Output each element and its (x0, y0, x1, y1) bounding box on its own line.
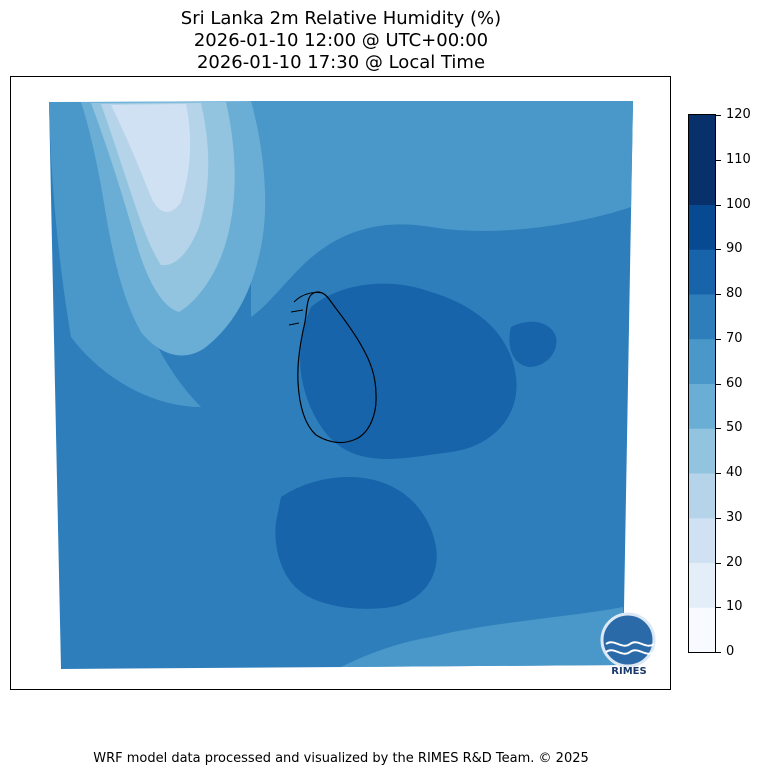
contour-70-80-north (251, 101, 633, 317)
footer-credit: WRF model data processed and visualized … (93, 751, 589, 766)
colorbar-band (689, 338, 715, 384)
colorbar-tick (716, 607, 721, 608)
title-line-3: 2026-01-10 17:30 @ Local Time (196, 52, 486, 73)
colorbar-tick-label: 80 (726, 286, 743, 301)
colorbar-tick (716, 294, 721, 295)
colorbar-band (689, 204, 715, 250)
colorbar-band (689, 473, 715, 519)
contour-90-100-srilanka (300, 283, 517, 459)
colorbar-tick-label: 100 (726, 197, 751, 212)
colorbar-tick (716, 652, 721, 653)
sri-lanka-coastline (297, 291, 377, 444)
colorbar-tick-label: 30 (726, 510, 743, 525)
colorbar-band (689, 115, 715, 161)
colorbar-tick-label: 50 (726, 420, 743, 435)
colorbar-tick-label: 60 (726, 376, 743, 391)
title-line-1: Sri Lanka 2m Relative Humidity (%) (180, 8, 502, 29)
contour-90-100-southwest (275, 477, 437, 609)
colorbar-scale (689, 115, 715, 652)
contour-70-80-southeast (341, 607, 623, 667)
colorbar-tick-label: 10 (726, 599, 743, 614)
colorbar-tick (716, 563, 721, 564)
title-line-2: 2026-01-10 12:00 @ UTC+00:00 (193, 30, 489, 51)
colorbar-band (689, 249, 715, 295)
colorbar-tick-label: 90 (726, 241, 743, 256)
colorbar-band (689, 159, 715, 205)
colorbar-tick (716, 115, 721, 116)
colorbar-tick-label: 20 (726, 555, 743, 570)
colorbar-tick (716, 428, 721, 429)
colorbar-tick (716, 160, 721, 161)
colorbar-tick-label: 70 (726, 331, 743, 346)
colorbar-band (689, 383, 715, 429)
colorbar-tick-label: 110 (726, 152, 751, 167)
contour-30-40-india (111, 104, 191, 213)
colorbar-tick-label: 120 (726, 107, 751, 122)
colorbar-band (689, 517, 715, 563)
colorbar-tick (716, 339, 721, 340)
colorbar-tick-label: 40 (726, 465, 743, 480)
colorbar (688, 114, 716, 653)
colorbar-band (689, 607, 715, 652)
logo-text: RIMES (611, 666, 646, 677)
colorbar-band (689, 562, 715, 608)
colorbar-tick (716, 384, 721, 385)
rimes-logo: RIMES (600, 612, 656, 677)
contour-90-100-east (509, 321, 557, 367)
jaffna-peninsula (288, 292, 324, 326)
colorbar-tick (716, 205, 721, 206)
colorbar-band (689, 428, 715, 474)
colorbar-tick (716, 249, 721, 250)
colorbar-band (689, 294, 715, 340)
humidity-map (49, 101, 633, 669)
colorbar-tick (716, 518, 721, 519)
map-panel (10, 76, 671, 690)
colorbar-tick (716, 473, 721, 474)
map-title: Sri Lanka 2m Relative Humidity (%) 2026-… (0, 8, 682, 74)
colorbar-tick-label: 0 (726, 644, 735, 659)
